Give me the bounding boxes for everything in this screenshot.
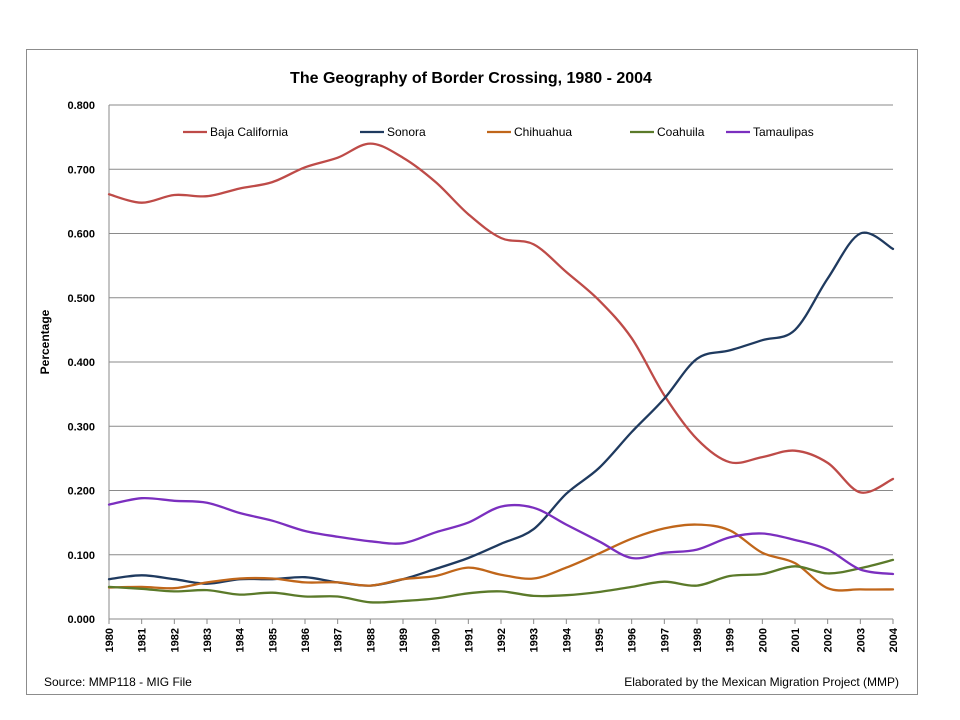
series-line-baja-california [107,142,895,494]
x-tick-label: 2004 [888,627,900,652]
legend-layer: Baja California Sonora Chihuahua Coahuila Ta… [183,125,814,139]
chart-frame: 0.000 0.100 0.200 0.300 0.400 0.500 0.600 0.700… [26,49,918,695]
y-tick-label: 0.500 [67,293,95,305]
credit-note: Elaborated by the Mexican Migration Proj… [624,675,899,689]
x-tick-label: 1988 [365,628,377,652]
y-tick-label: 0.400 [67,357,95,369]
x-tick-label: 1982 [169,628,181,652]
y-tick-label: 0.000 [67,614,95,626]
y-tick-label: 0.800 [67,100,95,112]
axis-layer: 0.000 0.100 0.200 0.300 0.400 0.500 0.600 0.700… [67,100,900,652]
x-tick-label: 1993 [529,628,541,652]
y-tick-label: 0.200 [67,486,95,498]
x-tick-label: 2001 [790,628,802,652]
x-tick-label: 1997 [659,628,671,652]
x-tick-label: 2000 [757,628,769,652]
x-tick-label: 1992 [496,628,508,652]
x-tick-label: 1995 [594,628,606,652]
legend-label-chihuahua: Chihuahua [514,125,572,139]
chart-title: The Geography of Border Crossing, 1980 -… [290,70,652,87]
y-tick-label: 0.600 [67,229,95,241]
legend-label-coahuila: Coahuila [657,125,705,139]
x-tick-label: 1986 [300,628,312,652]
x-tick-label: 1985 [267,628,279,652]
source-note: Source: MMP118 - MIG File [44,675,192,689]
x-tick-label: 2003 [855,628,867,652]
x-tick-label: 1999 [725,628,737,652]
x-tick-label: 1980 [104,628,116,652]
x-tick-label: 1987 [333,628,345,652]
x-tick-label: 1981 [137,628,149,652]
series-line-tamaulipas [107,496,895,576]
series-line-sonora [107,231,895,587]
x-tick-label: 1994 [561,627,573,652]
chart-svg: 0.000 0.100 0.200 0.300 0.400 0.500 0.600 0.700… [38,70,900,652]
y-tick-label: 0.700 [67,164,95,176]
x-tick-label: 2002 [823,628,835,652]
x-tick-label: 1996 [627,628,639,652]
series-layer [107,142,895,604]
x-tick-label: 1998 [692,628,704,652]
y-axis-label: Percentage [38,309,52,374]
x-tick-label: 1983 [202,628,214,652]
y-tick-label: 0.100 [67,550,95,562]
x-tick-label: 1989 [398,628,410,652]
series-line-coahuila [107,558,895,604]
x-tick-label: 1990 [431,628,443,652]
series-line-chihuahua [107,523,895,592]
legend-label-baja-california: Baja California [210,125,288,139]
legend-label-sonora: Sonora [387,125,426,139]
grid-layer [109,104,893,620]
y-tick-label: 0.300 [67,421,95,433]
legend-label-tamaulipas: Tamaulipas [753,125,814,139]
x-tick-label: 1984 [235,627,247,652]
x-tick-label: 1991 [463,628,475,652]
